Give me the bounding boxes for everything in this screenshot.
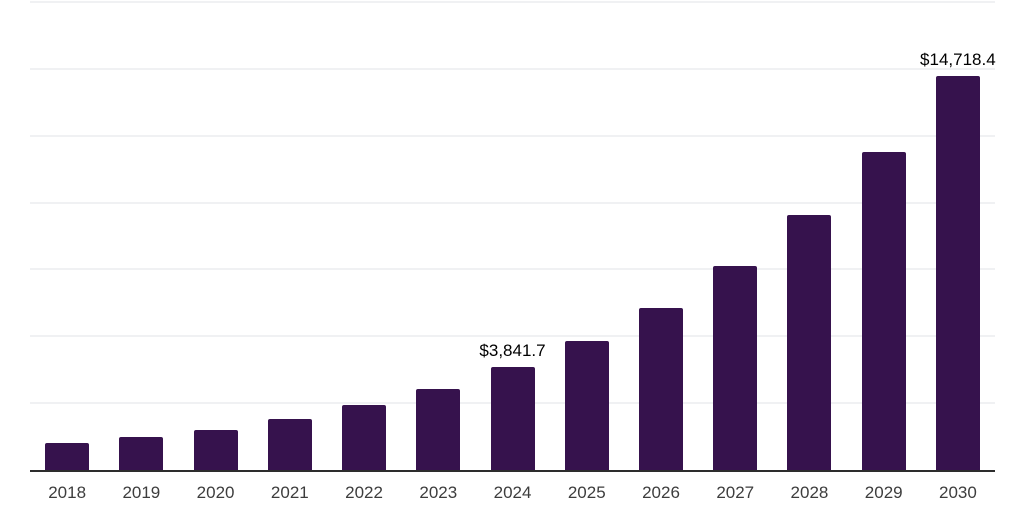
x-tick-2022: 2022 [345, 483, 383, 502]
bar-2023 [416, 388, 461, 470]
bar-2022 [342, 405, 387, 470]
gridline-10000 [30, 201, 995, 204]
x-tick-2021: 2021 [270, 483, 309, 502]
x-tick-2019: 2019 [122, 483, 161, 502]
bar-2028 [787, 215, 832, 470]
bar-2019 [119, 436, 164, 470]
gridline-7500 [30, 268, 995, 271]
gridline-15000 [30, 67, 995, 70]
x-tick-2026: 2026 [642, 483, 680, 502]
x-axis-labels: 2018 2019 2020 2021 2022 2023 2024 2025 2026 2027… [30, 480, 995, 506]
x-tick-2020: 2020 [196, 483, 235, 502]
bar-2029 [861, 152, 906, 470]
x-axis-line [30, 470, 995, 472]
x-tick-2029: 2029 [864, 483, 903, 502]
bar-2018 [45, 443, 90, 470]
gridline-12500 [30, 134, 995, 137]
bar-2027 [713, 266, 758, 470]
bar-2026 [638, 308, 683, 470]
x-tick-2018: 2018 [48, 483, 87, 502]
x-tick-2030: 2030 [939, 483, 977, 502]
bar-2021 [267, 419, 312, 470]
x-tick-2028: 2028 [790, 483, 829, 502]
bar-2020 [193, 429, 238, 470]
x-tick-2025: 2025 [567, 483, 606, 502]
gridline-17500 [30, 1, 995, 3]
gridline-5000 [30, 335, 995, 338]
x-tick-2023: 2023 [419, 483, 458, 502]
value-label-2030: $14,718.4 [920, 50, 996, 70]
x-tick-2027: 2027 [716, 483, 755, 502]
bar-2030 [935, 76, 980, 470]
bar-2025 [564, 340, 609, 470]
x-tick-2024: 2024 [493, 483, 532, 502]
plot-area: $3,841.7 $14,718.4 [30, 1, 996, 472]
bar-2024 [490, 367, 535, 470]
value-label-2024: $3,841.7 [479, 341, 546, 361]
